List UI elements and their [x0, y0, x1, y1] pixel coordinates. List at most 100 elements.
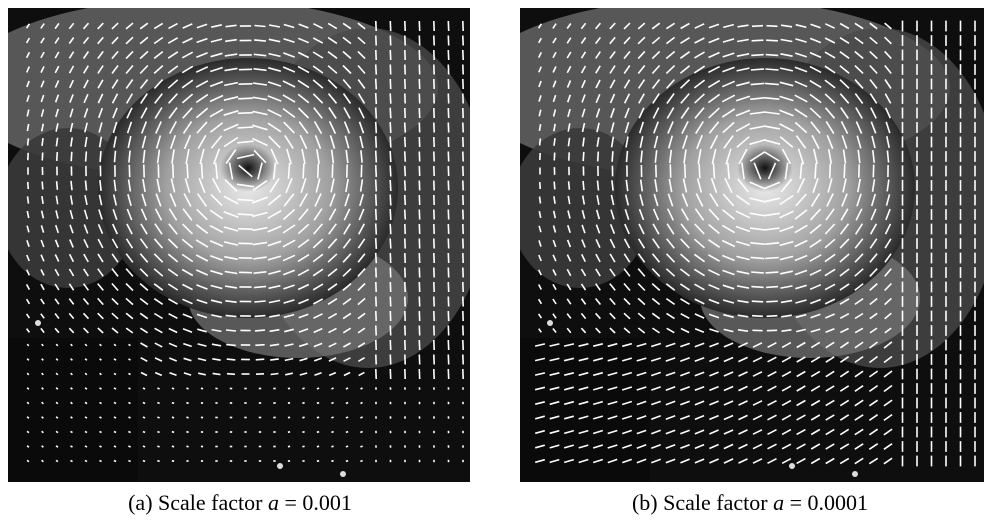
- vector-arrow: [171, 430, 175, 434]
- vector-arrow: [854, 457, 864, 465]
- vector-arrow: [781, 443, 792, 450]
- vector-arrow: [195, 66, 209, 73]
- vector-arrow: [154, 342, 163, 348]
- vector-arrow: [168, 312, 178, 320]
- vector-arrow: [563, 357, 575, 362]
- vector-arrow: [736, 136, 750, 148]
- vector-arrow: [314, 135, 322, 149]
- vector-arrow: [723, 371, 734, 377]
- vector-arrow: [680, 443, 690, 450]
- vector-arrow: [842, 149, 847, 164]
- vector-arrow: [224, 179, 238, 192]
- vector-arrow: [139, 64, 149, 75]
- vector-arrow: [709, 134, 719, 150]
- vector-arrow: [839, 51, 850, 59]
- vector-arrow: [794, 239, 808, 248]
- vector-arrow: [225, 24, 237, 28]
- vector-arrow: [709, 342, 719, 348]
- caption: (a) Scale factor a = 0.001: [5, 490, 475, 516]
- vector-arrow: [795, 135, 807, 149]
- dark-sea: [520, 338, 650, 482]
- vector-arrow: [284, 343, 294, 347]
- vector-arrow: [854, 79, 864, 89]
- vector-arrow: [98, 122, 103, 133]
- vector-arrow: [111, 327, 119, 334]
- vector-arrow: [566, 327, 572, 334]
- vector-arrow: [181, 253, 194, 263]
- vector-arrow: [679, 268, 691, 277]
- vector-arrow: [869, 283, 878, 291]
- vector-arrow: [810, 399, 821, 407]
- vector-arrow: [764, 151, 780, 162]
- vector-arrow: [374, 223, 378, 235]
- vector-arrow: [578, 400, 589, 406]
- vector-arrow: [751, 300, 764, 303]
- vector-arrow: [168, 327, 178, 334]
- vector-arrow: [813, 148, 818, 165]
- vector-arrow: [40, 66, 45, 73]
- vector-arrow: [709, 429, 719, 435]
- vector-arrow: [210, 38, 223, 43]
- vector-arrow: [611, 151, 614, 162]
- vector-arrow: [665, 415, 676, 420]
- vector-arrow: [389, 165, 392, 177]
- vector-arrow: [225, 38, 237, 43]
- vector-arrow: [252, 241, 268, 246]
- vector-arrow: [168, 22, 178, 30]
- vector-arrow: [267, 108, 282, 118]
- vector-arrow: [140, 342, 148, 348]
- vector-arrow: [154, 371, 163, 377]
- vector-arrow: [607, 371, 618, 377]
- vector-arrow: [749, 227, 766, 231]
- vector-arrow: [126, 223, 133, 235]
- vector-arrow: [328, 327, 337, 334]
- vector-arrow: [167, 253, 179, 263]
- vector-arrow: [139, 312, 149, 320]
- vector-arrow: [594, 298, 602, 305]
- vector-arrow: [389, 179, 392, 192]
- vector-arrow: [272, 162, 277, 180]
- vector-arrow: [40, 269, 45, 276]
- vector-arrow: [254, 314, 266, 318]
- vector-arrow: [313, 342, 323, 348]
- vector-arrow: [549, 444, 560, 449]
- vector-arrow: [360, 445, 363, 448]
- vector-arrow: [708, 313, 720, 319]
- vector-arrow: [403, 136, 407, 148]
- vector-arrow: [25, 51, 31, 59]
- vector-arrow: [665, 268, 676, 277]
- vector-arrow: [70, 416, 73, 419]
- vector-arrow: [749, 181, 766, 190]
- vector-arrow: [343, 371, 351, 377]
- vector-arrow: [403, 165, 407, 177]
- vector-arrow: [653, 121, 659, 134]
- caption-symbol: a: [773, 490, 785, 515]
- vector-arrow: [68, 283, 75, 291]
- vector-arrow: [636, 371, 647, 377]
- vector-arrow: [252, 226, 268, 232]
- bright-spot: [852, 471, 858, 477]
- vector-arrow: [153, 298, 164, 305]
- vector-arrow: [112, 121, 118, 134]
- vector-arrow: [195, 80, 209, 88]
- vector-arrow: [780, 53, 793, 57]
- vector-arrow: [343, 223, 351, 235]
- vector-arrow: [328, 371, 337, 377]
- vector-arrow: [84, 372, 88, 376]
- vector-arrow: [781, 457, 792, 465]
- vector-arrow: [26, 387, 30, 390]
- vector-arrow: [567, 108, 571, 118]
- vector-arrow: [156, 149, 161, 164]
- vector-arrow: [69, 94, 74, 103]
- vector-arrow: [869, 312, 878, 320]
- vector-arrow: [140, 356, 148, 363]
- vector-arrow: [155, 121, 162, 134]
- vector-arrow: [809, 239, 822, 248]
- vector-arrow: [869, 79, 878, 89]
- vector-arrow: [766, 314, 778, 318]
- caption: (b) Scale factor a = 0.0001: [515, 490, 984, 516]
- vector-arrow: [141, 193, 147, 207]
- vector-arrow: [667, 193, 674, 207]
- vector-arrow: [794, 209, 808, 220]
- vector-arrow: [854, 370, 864, 378]
